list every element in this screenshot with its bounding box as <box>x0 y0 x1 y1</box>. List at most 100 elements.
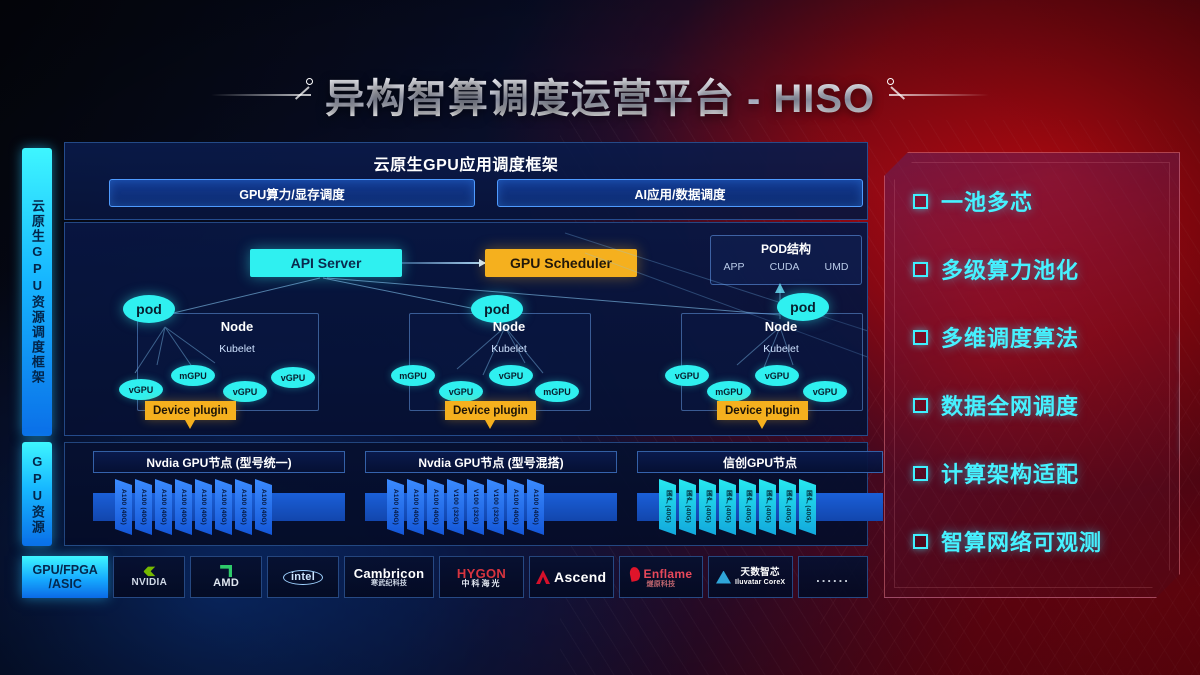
gpu-card[interactable]: 国产 (40G) <box>779 479 796 535</box>
gpu-card[interactable]: A100 (40G) <box>215 479 232 535</box>
feature-item-4[interactable]: 数据全网调度 <box>913 383 1179 427</box>
gpu-card[interactable]: A100 (40G) <box>527 479 544 535</box>
gpu-card[interactable]: A100 (40G) <box>407 479 424 535</box>
gpu-bubble-1-3[interactable]: vGPU <box>223 381 267 402</box>
title-knob-left-icon <box>305 78 313 85</box>
scheduler-box-compute[interactable]: GPU算力/显存调度 <box>109 179 475 207</box>
gpu-card[interactable]: A100 (40G) <box>195 479 212 535</box>
node-group-3: pod Node Kubelet vGPU mGPU vGPU vGPU Dev… <box>665 293 895 429</box>
vendor-ascend[interactable]: Ascend <box>528 556 614 598</box>
gpu-card-label: A100 (40G) <box>260 489 267 525</box>
gpu-card[interactable]: A100 (40G) <box>115 479 132 535</box>
scheduler-box-ai[interactable]: AI应用/数据调度 <box>497 179 863 207</box>
gpu-card[interactable]: V100 (32G) <box>467 479 484 535</box>
vendor-cambricon-label: Cambricon <box>353 566 425 581</box>
gpu-card[interactable]: 国产 (40G) <box>699 479 716 535</box>
api-scheduler-arrow-icon <box>402 259 486 267</box>
gpu-card-label: A100 (40G) <box>180 489 187 525</box>
api-server-box[interactable]: API Server <box>250 249 402 277</box>
vendor-title-line2: /ASIC <box>48 577 82 591</box>
vendor-more[interactable]: ...... <box>798 556 869 598</box>
device-plugin-1[interactable]: Device plugin <box>145 401 236 429</box>
gpu-card[interactable]: 国产 (40G) <box>759 479 776 535</box>
gpu-card-label: 国产 (40G) <box>664 490 672 524</box>
feature-item-1[interactable]: 一池多芯 <box>913 179 1179 223</box>
sidebar-label-framework: 云原生GPU资源调度框架 <box>22 148 52 436</box>
gpu-bubble-1-1[interactable]: vGPU <box>119 379 163 400</box>
feature-item-6[interactable]: 智算网络可观测 <box>913 519 1179 563</box>
gpu-bubble-2-4[interactable]: mGPU <box>535 381 579 402</box>
gpu-card[interactable]: A100 (40G) <box>235 479 252 535</box>
gpu-card-label: A100 (40G) <box>240 489 247 525</box>
framework-header-panel: 云原生GPU应用调度框架 GPU算力/显存调度 AI应用/数据调度 <box>64 142 868 220</box>
gpu-card[interactable]: V100 (32G) <box>487 479 504 535</box>
gpu-bubble-3-3[interactable]: vGPU <box>755 365 799 386</box>
vendor-enflame[interactable]: Enflame 燧原科技 <box>618 556 704 598</box>
gpu-card-label: V100 (32G) <box>492 489 499 525</box>
feature-panel: 一池多芯 多级算力池化 多维调度算法 数据全网调度 计算架构适配 智算网络可观测 <box>884 152 1180 598</box>
vendor-ascend-label: Ascend <box>554 569 607 585</box>
vendor-cambricon[interactable]: Cambricon 寒武纪科技 <box>343 556 435 598</box>
feature-label-6: 智算网络可观测 <box>941 530 1103 555</box>
gpu-node-label-1: Nvdia GPU节点 (型号统一) <box>93 451 345 473</box>
vendor-hygon[interactable]: HYGON 中科海光 <box>439 556 524 598</box>
feature-label-3: 多维调度算法 <box>941 326 1080 351</box>
gpu-scheduler-box[interactable]: GPU Scheduler <box>485 249 637 277</box>
gpu-bubble-1-2[interactable]: mGPU <box>171 365 215 386</box>
gpu-card[interactable]: V100 (32G) <box>447 479 464 535</box>
gpu-card[interactable]: A100 (40G) <box>387 479 404 535</box>
gpu-card[interactable]: 国产 (40G) <box>679 479 696 535</box>
vendor-amd[interactable]: AMD <box>190 556 263 598</box>
gpu-card[interactable]: 国产 (40G) <box>739 479 756 535</box>
gpu-bubble-3-4[interactable]: vGPU <box>803 381 847 402</box>
node-label-2: Node <box>492 319 526 334</box>
gpu-card[interactable]: A100 (40G) <box>427 479 444 535</box>
ascend-logo-icon <box>536 570 551 584</box>
gpu-node-label-3: 信创GPU节点 <box>637 451 883 473</box>
feature-label-4: 数据全网调度 <box>941 394 1080 419</box>
title-bar: 异构智算调度运营平台 - HISO <box>0 62 1200 128</box>
gpu-bubble-2-2[interactable]: vGPU <box>439 381 483 402</box>
feature-item-2[interactable]: 多级算力池化 <box>913 247 1179 291</box>
gpu-card[interactable]: A100 (40G) <box>507 479 524 535</box>
gpu-card[interactable]: A100 (40G) <box>135 479 152 535</box>
gpu-card[interactable]: 国产 (40G) <box>719 479 736 535</box>
vendor-nvidia[interactable]: NVIDIA <box>113 556 186 598</box>
gpu-card[interactable]: A100 (40G) <box>175 479 192 535</box>
gpu-bubble-3-1[interactable]: vGPU <box>665 365 709 386</box>
pod-bubble-2[interactable]: pod <box>471 295 523 323</box>
iluvatar-logo-icon <box>716 570 732 584</box>
gpu-card-label: A100 (40G) <box>412 489 419 525</box>
device-plugin-2[interactable]: Device plugin <box>445 401 536 429</box>
gpu-card-label: 国产 (40G) <box>724 490 732 524</box>
gpu-card-bank-3: 国产 (40G) 国产 (40G) 国产 (40G) 国产 (40G) 国产 (40G)… <box>637 479 883 537</box>
vendor-more-label: ...... <box>816 569 850 585</box>
gpu-card-label: A100 (40G) <box>200 489 207 525</box>
pod-bubble-3[interactable]: pod <box>777 293 829 321</box>
gpu-card[interactable]: 国产 (40G) <box>659 479 676 535</box>
gpu-bubble-2-3[interactable]: vGPU <box>489 365 533 386</box>
gpu-card[interactable]: A100 (40G) <box>255 479 272 535</box>
feature-item-3[interactable]: 多维调度算法 <box>913 315 1179 359</box>
gpu-bubble-2-1[interactable]: mGPU <box>391 365 435 386</box>
gpu-card-label: V100 (32G) <box>472 489 479 525</box>
gpu-card[interactable]: 国产 (40G) <box>799 479 816 535</box>
checkbox-icon <box>913 262 928 277</box>
sidebar-label-gpu-resources-text: GPU资源 <box>29 453 45 535</box>
vendor-iluvatar[interactable]: 天数智芯 Iluvatar CoreX <box>708 556 794 598</box>
feature-label-1: 一池多芯 <box>941 190 1034 215</box>
gpu-card-label: 国产 (40G) <box>784 490 792 524</box>
gpu-card[interactable]: A100 (40G) <box>155 479 172 535</box>
gpu-bubble-3-2[interactable]: mGPU <box>707 381 751 402</box>
gpu-bubble-1-4[interactable]: vGPU <box>271 367 315 388</box>
feature-item-5[interactable]: 计算架构适配 <box>913 451 1179 495</box>
vendor-enflame-label: Enflame <box>643 566 693 581</box>
gpu-card-label: A100 (40G) <box>512 489 519 525</box>
device-plugin-3[interactable]: Device plugin <box>717 401 808 429</box>
vendor-hygon-sub: 中科海光 <box>461 578 502 588</box>
pod-bubble-1[interactable]: pod <box>123 295 175 323</box>
vendor-intel[interactable]: intel <box>267 556 339 598</box>
gpu-card-label: A100 (40G) <box>160 489 167 525</box>
gpu-card-bank-2: A100 (40G) A100 (40G) A100 (40G) V100 (32G)… <box>365 479 617 537</box>
node-label-1: Node <box>220 319 254 334</box>
